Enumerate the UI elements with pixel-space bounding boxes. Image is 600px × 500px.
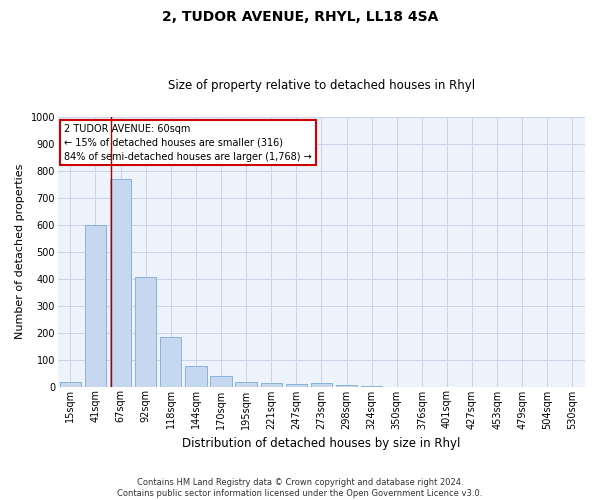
- Bar: [85, 224, 106, 386]
- Bar: [235, 382, 257, 386]
- Text: 2, TUDOR AVENUE, RHYL, LL18 4SA: 2, TUDOR AVENUE, RHYL, LL18 4SA: [162, 10, 438, 24]
- Bar: [311, 383, 332, 386]
- Bar: [135, 278, 157, 386]
- Y-axis label: Number of detached properties: Number of detached properties: [15, 164, 25, 340]
- Text: Contains HM Land Registry data © Crown copyright and database right 2024.
Contai: Contains HM Land Registry data © Crown c…: [118, 478, 482, 498]
- Bar: [110, 179, 131, 386]
- Bar: [336, 385, 357, 386]
- Title: Size of property relative to detached houses in Rhyl: Size of property relative to detached ho…: [168, 79, 475, 92]
- Bar: [60, 382, 81, 386]
- Bar: [211, 376, 232, 386]
- X-axis label: Distribution of detached houses by size in Rhyl: Distribution of detached houses by size …: [182, 437, 461, 450]
- Bar: [260, 382, 282, 386]
- Bar: [160, 336, 181, 386]
- Bar: [286, 384, 307, 386]
- Text: 2 TUDOR AVENUE: 60sqm
← 15% of detached houses are smaller (316)
84% of semi-det: 2 TUDOR AVENUE: 60sqm ← 15% of detached …: [64, 124, 312, 162]
- Bar: [185, 366, 206, 386]
